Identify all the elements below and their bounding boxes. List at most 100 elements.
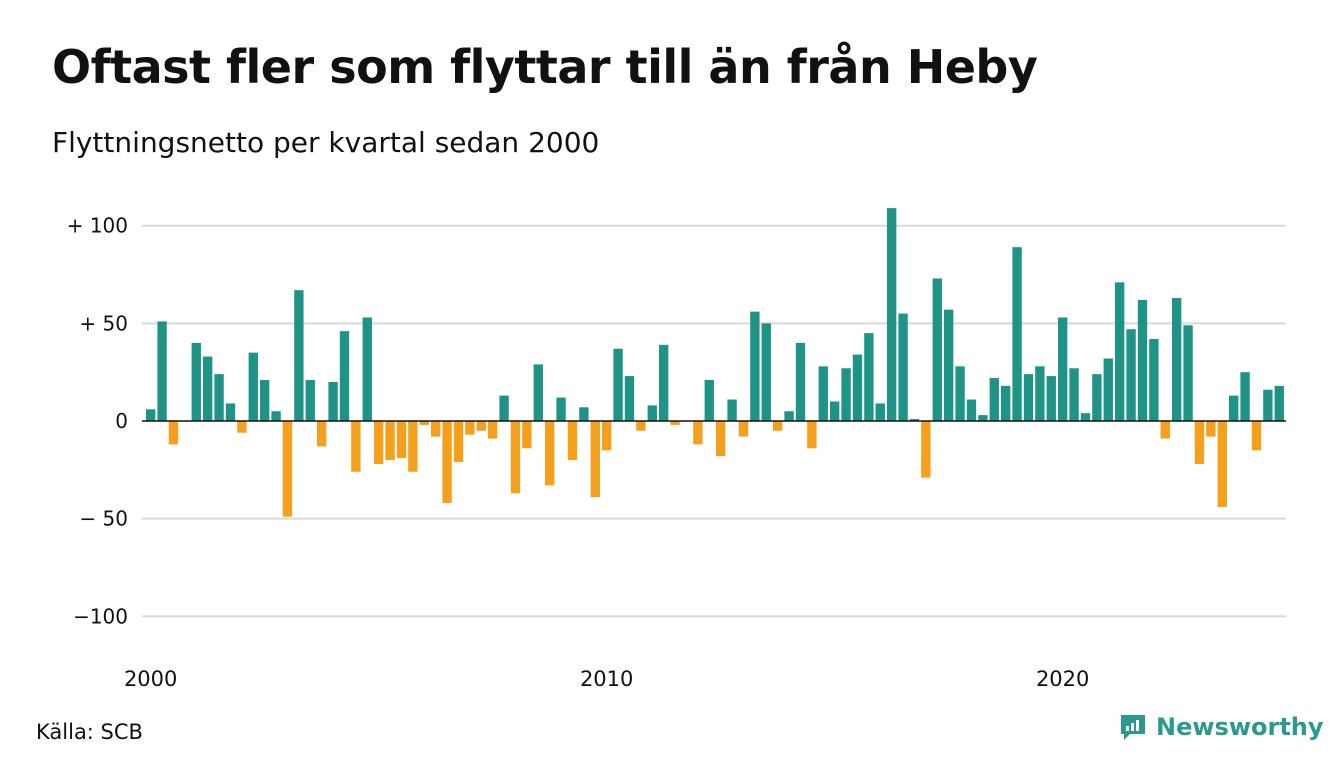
bar [294,290,304,421]
bar [659,344,669,421]
bar [807,421,817,449]
bar [1103,358,1113,421]
bar [590,421,600,498]
bar [864,333,874,422]
bar [624,376,635,421]
x-axis-tick-labels: 2000 2010 2020 [124,667,1089,691]
bar [1012,247,1022,421]
bar [750,311,760,421]
bar [1126,329,1136,421]
bar [317,421,327,447]
bar [647,405,657,421]
bar [704,379,714,421]
bar [248,352,258,421]
chart-subtitle: Flyttningsnetto per kvartal sedan 2000 [52,126,600,159]
bar [1149,338,1159,421]
bar [1046,376,1056,421]
bar [1217,421,1227,507]
bar [944,309,954,421]
bar [146,409,156,421]
bar [1251,421,1262,451]
bar [1115,282,1125,421]
y-tick-label: + 100 [67,214,128,238]
x-tick-label: 2000 [124,667,177,691]
bar [214,374,224,421]
bar [374,421,384,464]
brand-logo: Newsworthy [1118,712,1324,742]
bar [670,421,680,425]
bar [716,421,726,457]
bar [1001,385,1011,421]
bar [465,421,475,435]
bar [567,421,578,461]
bar [225,403,236,421]
bar [875,403,885,421]
chart-title: Oftast fler som flyttar till än från Heb… [52,40,1038,94]
bar [1092,374,1102,421]
bar [510,421,521,494]
bar [909,419,920,421]
bar [1274,385,1284,421]
bar [408,421,418,472]
bar [955,366,965,421]
bar [887,208,897,421]
x-tick-label: 2010 [580,667,633,691]
bar [385,421,395,461]
bar [453,421,464,463]
bar [966,399,977,421]
bar [852,354,863,421]
bar [738,421,749,437]
y-tick-label: + 50 [79,311,128,335]
bar [1137,299,1148,421]
bar [1263,389,1273,421]
bar [1069,368,1079,421]
bar [602,421,612,451]
source-note: Källa: SCB [36,720,143,744]
gridlines [142,224,1286,618]
bar [351,421,361,472]
bars [146,208,1284,517]
y-tick-label: −100 [73,604,128,628]
bar [1023,374,1034,421]
bar [362,317,372,421]
bar [260,379,270,421]
bar [168,421,179,445]
bar [157,321,167,421]
bar [237,421,247,433]
bar [328,381,338,421]
bar [476,421,486,431]
bar [773,421,783,431]
bar [921,421,931,478]
bar [1080,413,1091,421]
bar [1240,372,1250,422]
y-tick-label: 0 [115,409,128,433]
bar [784,411,794,422]
bar [841,368,851,421]
bar [522,421,532,449]
bar [271,411,281,422]
bar [1183,325,1193,421]
bar [1229,395,1239,421]
bar [431,421,441,437]
bar [1206,421,1216,437]
bar [533,364,543,421]
bar [305,379,315,421]
bar [978,415,988,421]
bar [203,356,213,421]
bar [1058,317,1068,421]
bar [419,421,429,425]
bar [556,397,566,421]
bar [1172,297,1182,421]
bar [761,323,771,421]
bar [191,342,201,421]
bar [613,348,623,421]
bar [1194,421,1205,464]
bar [830,401,840,421]
bar [396,421,407,459]
bar [1160,421,1170,439]
bar [545,421,555,486]
bar [488,421,498,439]
bar [339,331,350,421]
bar [1035,366,1045,421]
bar [727,399,737,421]
